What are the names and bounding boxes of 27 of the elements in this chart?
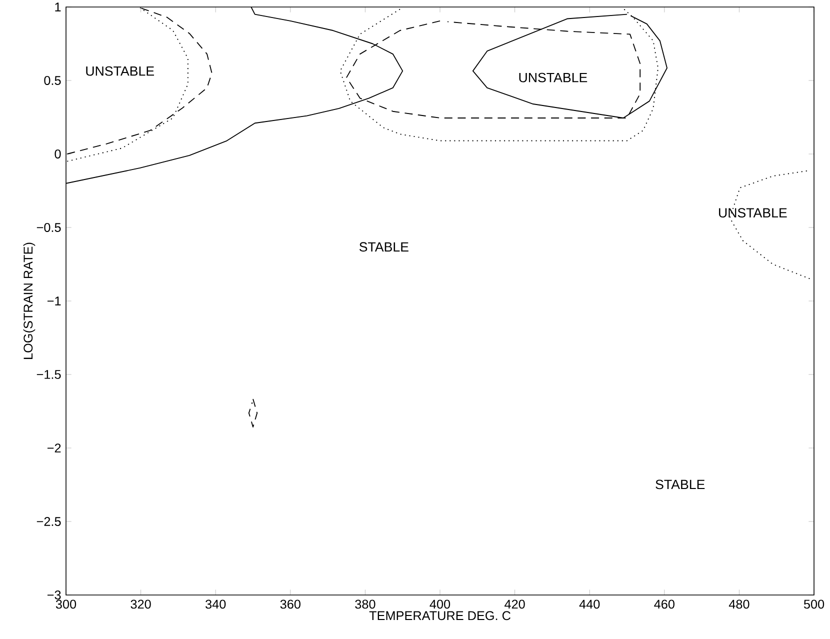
y-tick-label: −1 <box>47 296 61 306</box>
x-tick-label: 340 <box>206 600 226 609</box>
annotation: UNSTABLE <box>519 72 588 82</box>
x-tick-label: 460 <box>654 600 674 609</box>
annotation: STABLE <box>656 480 705 490</box>
y-tick-label: −2 <box>47 444 61 452</box>
y-tick-label: −1.5 <box>36 370 61 379</box>
x-tick-label: 400 <box>430 600 450 609</box>
y-axis-title: LOG(STRAIN RATE) <box>23 242 36 359</box>
y-tick-label: 1 <box>55 2 61 12</box>
x-tick-label: 440 <box>579 600 600 609</box>
annotation: UNSTABLE <box>86 66 154 76</box>
x-tick-label: 300 <box>56 600 76 609</box>
x-tick-label: 420 <box>504 600 525 609</box>
annotation: STABLE <box>359 242 408 252</box>
x-tick-label: 480 <box>728 600 750 609</box>
y-tick-label: 0 <box>54 150 61 158</box>
y-tick-label: −3 <box>47 590 61 600</box>
annotation: UNSTABLE <box>719 208 787 218</box>
y-tick-label: −2.5 <box>36 517 61 526</box>
x-axis-title: TEMPERATURE DEG. C <box>369 611 510 620</box>
y-tick-label: 0.5 <box>44 76 61 85</box>
y-tick-label: −0.5 <box>36 223 61 232</box>
x-tick-label: 320 <box>130 600 151 609</box>
x-tick-label: 500 <box>804 600 824 609</box>
x-tick-label: 360 <box>280 600 300 609</box>
x-tick-label: 380 <box>355 600 376 609</box>
